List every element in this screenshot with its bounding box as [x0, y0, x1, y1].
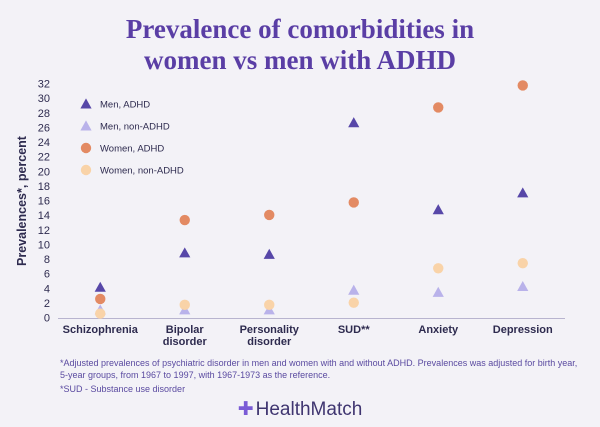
y-tick-label: 0 — [44, 313, 50, 325]
y-tick-label: 32 — [38, 79, 50, 91]
legend-marker — [80, 164, 92, 176]
legend-marker — [80, 142, 92, 154]
title-line-2: women vs men with ADHD — [143, 45, 456, 75]
legend-label: Women, non-ADHD — [100, 166, 184, 177]
data-point — [95, 308, 106, 319]
chart-title: Prevalence of comorbidities in women vs … — [0, 14, 600, 76]
data-point — [94, 281, 106, 292]
data-point — [432, 286, 444, 297]
data-point — [264, 209, 275, 221]
y-tick-label: 8 — [44, 254, 50, 266]
data-point — [179, 299, 190, 311]
brand-name: HealthMatch — [255, 399, 363, 420]
x-tick-label: Depression — [493, 324, 553, 336]
y-tick-label: 14 — [38, 210, 50, 222]
legend-label: Women, ADHD — [100, 144, 164, 155]
data-point — [348, 297, 359, 308]
x-tick-label: Bipolar — [166, 324, 205, 336]
y-tick-label: 16 — [38, 196, 50, 208]
y-axis-label: Prevalences*, percent — [15, 135, 29, 266]
data-point — [517, 80, 528, 91]
data-point — [517, 257, 528, 269]
plus-icon: ✚ — [237, 399, 254, 420]
y-tick-label: 28 — [38, 108, 50, 120]
data-point — [517, 280, 529, 292]
data-point — [432, 204, 444, 215]
data-point — [264, 299, 275, 311]
legend-marker — [80, 98, 92, 109]
y-tick-label: 10 — [38, 239, 50, 251]
y-tick-label: 24 — [38, 137, 50, 149]
y-tick-label: 2 — [44, 298, 50, 310]
legend-marker — [80, 120, 92, 131]
data-point — [348, 117, 360, 128]
footnote-sud: *SUD - Substance use disorder — [60, 384, 186, 394]
x-tick-label: Schizophrenia — [63, 324, 139, 336]
data-point — [179, 247, 191, 258]
data-point — [348, 197, 359, 208]
brand-logo: ✚ HealthMatch — [0, 398, 600, 421]
x-tick-label: disorder — [247, 336, 292, 348]
y-tick-label: 22 — [38, 152, 50, 164]
x-tick-label: Anxiety — [418, 324, 459, 336]
legend-label: Men, non-ADHD — [100, 122, 170, 133]
data-point — [179, 214, 190, 226]
y-tick-label: 12 — [38, 225, 50, 237]
legend-label: Men, ADHD — [100, 100, 150, 111]
data-point — [95, 293, 106, 305]
data-point — [517, 187, 529, 198]
x-tick-label: Personality — [240, 324, 300, 336]
data-point — [348, 284, 360, 295]
y-tick-label: 26 — [38, 122, 50, 134]
x-tick-label: disorder — [163, 336, 208, 348]
x-tick-label: SUD** — [338, 324, 371, 336]
footnote-adjusted: *Adjusted prevalences of psychiatric dis… — [60, 358, 578, 380]
data-point — [263, 248, 275, 259]
y-tick-label: 30 — [38, 93, 50, 105]
y-tick-label: 18 — [38, 181, 50, 193]
data-point — [433, 102, 444, 113]
y-tick-label: 6 — [44, 269, 50, 281]
title-line-1: Prevalence of comorbidities in — [125, 14, 475, 44]
y-tick-label: 20 — [38, 166, 50, 178]
comorbidity-chart: 02468101214161820222426283032Prevalences… — [15, 79, 565, 348]
data-point — [433, 263, 444, 274]
y-tick-label: 4 — [44, 283, 50, 295]
